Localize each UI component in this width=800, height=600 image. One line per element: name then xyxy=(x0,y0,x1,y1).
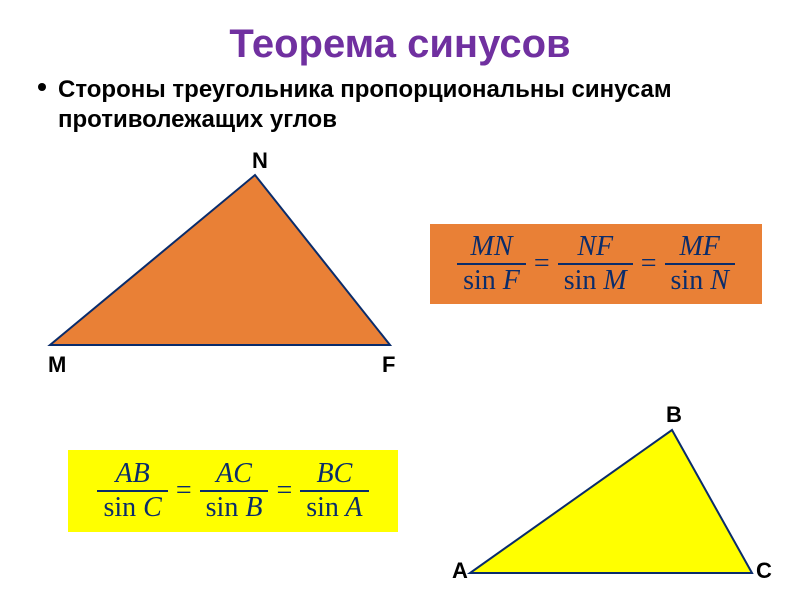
triangle-abc-shape xyxy=(470,430,752,573)
formula-abc: ABsin C=ACsin B=BCsin A xyxy=(68,450,398,532)
vertex-label-c: C xyxy=(756,558,772,584)
formula-eq: = xyxy=(268,475,300,507)
formula-fraction: BCsin A xyxy=(300,458,368,525)
vertex-label-b: B xyxy=(666,402,682,428)
formula-fraction: ABsin C xyxy=(97,458,167,525)
formula-eq: = xyxy=(526,248,558,280)
diagram-stage: M F N A B C MNsin F=NFsin M=MFsin N ABsi… xyxy=(0,150,800,600)
fraction-numerator: MN xyxy=(465,231,519,263)
formula-eq: = xyxy=(633,248,665,280)
fraction-numerator: BC xyxy=(310,458,358,490)
fraction-numerator: AB xyxy=(110,458,156,490)
fraction-denominator: sin F xyxy=(457,265,526,297)
formula-fraction: MFsin N xyxy=(665,231,735,298)
formula-eq: = xyxy=(168,475,200,507)
fraction-denominator: sin N xyxy=(665,265,735,297)
fraction-numerator: NF xyxy=(571,231,619,263)
formula-fraction: MNsin F xyxy=(457,231,526,298)
fraction-denominator: sin C xyxy=(97,492,167,524)
formula-fraction: ACsin B xyxy=(200,458,269,525)
fraction-numerator: AC xyxy=(210,458,258,490)
fraction-numerator: MF xyxy=(673,231,725,263)
fraction-denominator: sin A xyxy=(300,492,368,524)
formula-mnf: MNsin F=NFsin M=MFsin N xyxy=(430,224,762,304)
fraction-denominator: sin M xyxy=(558,265,633,297)
fraction-denominator: sin B xyxy=(200,492,269,524)
formula-fraction: NFsin M xyxy=(558,231,633,298)
vertex-label-a: A xyxy=(452,558,468,584)
